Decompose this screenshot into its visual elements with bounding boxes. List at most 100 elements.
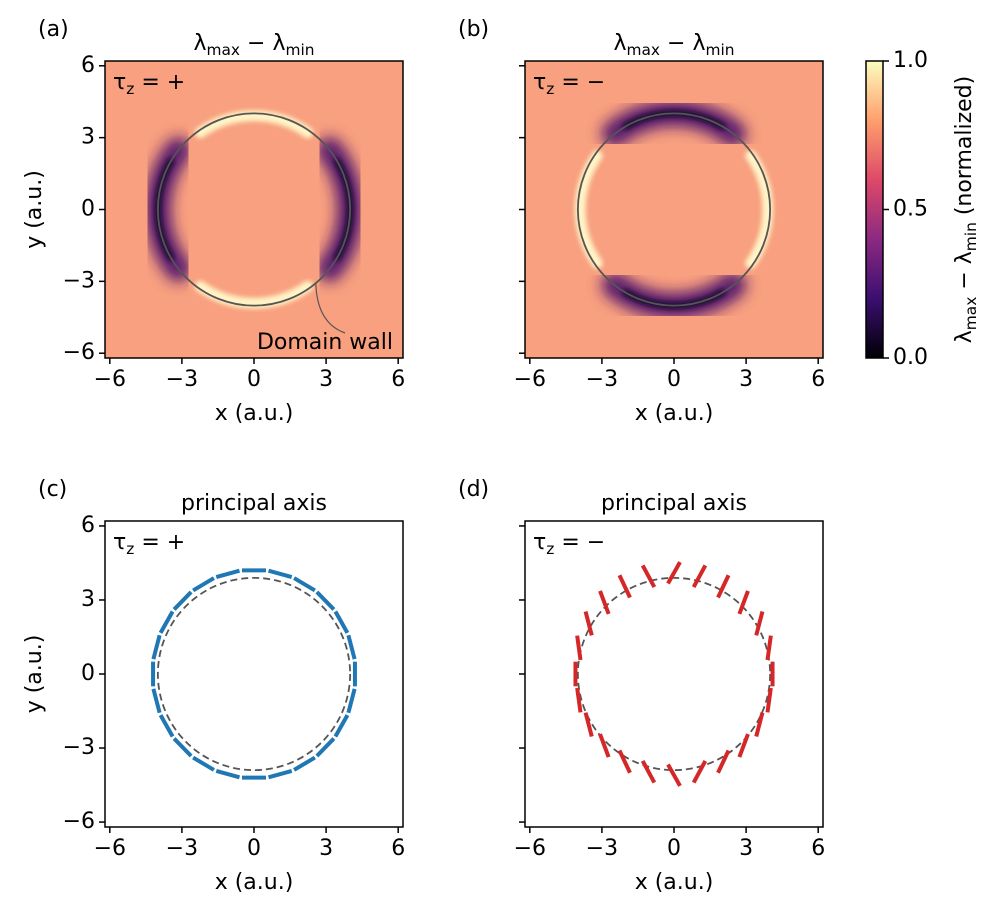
axes-frame — [524, 520, 824, 828]
axis-segment — [575, 635, 583, 661]
panel-label: (a) — [38, 17, 69, 42]
axis-segment — [315, 737, 336, 758]
y-tick-label: 0 — [81, 197, 95, 222]
panel-title: principal axis — [601, 491, 747, 516]
x-tick-label: 3 — [739, 367, 753, 392]
x-tick-label: −3 — [166, 367, 198, 392]
y-tick-label: −3 — [63, 268, 95, 293]
x-tick-label: 3 — [739, 836, 753, 861]
axis-segment — [583, 610, 594, 636]
y-tick-label: 3 — [81, 587, 95, 612]
x-tick-label: 0 — [667, 836, 681, 861]
domain-wall — [156, 576, 352, 772]
x-tick-label: −6 — [514, 836, 546, 861]
annotation: τz = + — [113, 530, 185, 558]
y-tick-label: −3 — [63, 735, 95, 760]
axis-segment — [172, 590, 193, 611]
axis-segment — [754, 712, 765, 738]
axis-segment — [215, 568, 241, 580]
annotation: τz = + — [113, 70, 185, 98]
x-tick-label: 0 — [667, 367, 681, 392]
panel-label: (b) — [458, 17, 489, 42]
panel-label: (d) — [458, 477, 489, 502]
axis-segment — [666, 763, 682, 787]
axis-segment — [158, 714, 175, 738]
axis-segment — [215, 768, 241, 780]
x-tick-label: 0 — [247, 836, 261, 861]
heatmap-bright — [194, 280, 314, 309]
colorbar-tick-label: 0.5 — [893, 197, 928, 222]
axis-segment — [716, 749, 731, 774]
y-axis-label: y (a.u.) — [22, 635, 47, 714]
y-tick-label: 3 — [81, 125, 95, 150]
x-tick-label: 3 — [319, 367, 333, 392]
x-axis-label: x (a.u.) — [635, 870, 714, 895]
y-axis-label: y (a.u.) — [22, 170, 47, 249]
axis-segment — [691, 759, 708, 784]
axis-segment — [737, 590, 750, 615]
x-tick-label: 6 — [391, 367, 405, 392]
axis-segment — [346, 634, 357, 660]
colorbar — [865, 60, 884, 359]
axis-segment — [583, 712, 594, 738]
panel-title: λmax − λmin — [613, 31, 734, 59]
x-tick-label: −3 — [586, 836, 618, 861]
plot-area — [151, 568, 357, 780]
axis-segment — [640, 564, 657, 589]
axis-segment — [737, 733, 750, 758]
x-tick-label: −6 — [94, 836, 126, 861]
colorbar-label: λmax − λmin (normalized) — [952, 76, 980, 343]
axis-segment — [293, 755, 316, 772]
x-tick-label: −6 — [94, 367, 126, 392]
axis-segment — [598, 590, 611, 615]
axis-segment — [315, 590, 336, 611]
panel-title: principal axis — [181, 491, 327, 516]
plot-area — [573, 561, 775, 787]
x-axis-label: x (a.u.) — [215, 870, 294, 895]
axes-frame — [104, 520, 404, 828]
heatmap-bright — [194, 110, 314, 139]
axis-segment — [765, 687, 773, 713]
x-tick-label: −3 — [586, 367, 618, 392]
heatmap-bright — [574, 150, 603, 269]
axis-segment — [617, 749, 632, 774]
wall-label: Domain wall — [257, 330, 393, 355]
axis-segment — [172, 737, 193, 758]
axis-segment — [691, 564, 708, 589]
x-tick-label: 6 — [811, 836, 825, 861]
colorbar-tick-label: 1.0 — [893, 48, 928, 73]
panel-label: (c) — [38, 477, 67, 502]
domain-wall — [156, 112, 352, 307]
plot-area — [105, 61, 403, 358]
axis-segment — [333, 610, 350, 634]
x-tick-label: −3 — [166, 836, 198, 861]
axis-segment — [716, 574, 731, 599]
colorbar-tick-label: 0.0 — [893, 345, 928, 370]
wall-connector — [315, 283, 346, 334]
axis-segment — [333, 714, 350, 738]
x-tick-label: 0 — [247, 367, 261, 392]
axis-segment — [192, 755, 215, 772]
x-tick-label: 6 — [391, 836, 405, 861]
y-tick-label: 0 — [81, 661, 95, 686]
axis-segment — [346, 688, 357, 714]
axis-segment — [192, 576, 215, 593]
panel-title: λmax − λmin — [193, 31, 314, 59]
axis-segment — [267, 768, 293, 780]
axis-segment — [267, 568, 293, 580]
axis-segment — [151, 634, 162, 660]
plot-area — [525, 61, 823, 358]
annotation: τz = − — [533, 70, 605, 98]
axis-segment — [293, 576, 316, 593]
axis-segment — [575, 687, 583, 713]
axis-segment — [151, 688, 162, 714]
axis-segment — [754, 610, 765, 636]
y-tick-label: 6 — [81, 513, 95, 538]
x-axis-label: x (a.u.) — [215, 401, 294, 426]
x-tick-label: 3 — [319, 836, 333, 861]
axis-segment — [158, 610, 175, 634]
domain-wall — [576, 112, 772, 307]
axis-segment — [640, 759, 657, 784]
y-tick-label: −6 — [63, 809, 95, 834]
